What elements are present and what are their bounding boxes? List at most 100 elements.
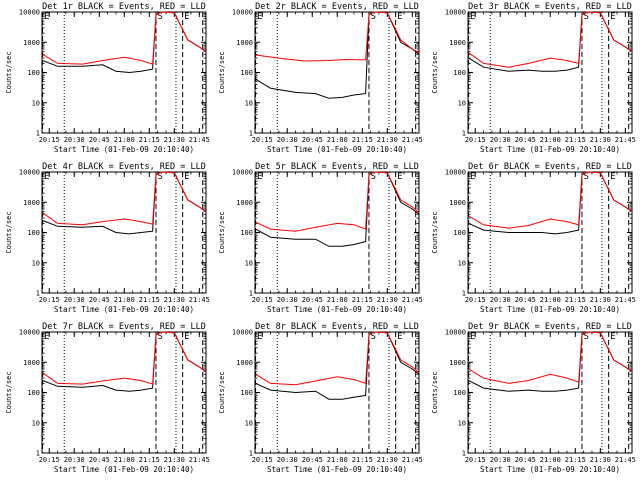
x-tick-label: 20:15 — [252, 296, 273, 304]
x-axis-label: Start Time (01-Feb-09 20:10:40) — [54, 145, 194, 154]
y-tick-label: 10000 — [19, 169, 40, 177]
y-axis-label: Counts/sec — [431, 371, 439, 413]
x-tick-label: 20:15 — [252, 136, 273, 144]
x-tick-label: 20:30 — [490, 136, 511, 144]
x-tick-label: 20:30 — [277, 456, 298, 464]
plot-frame — [467, 171, 633, 294]
y-axis-label: Counts/sec — [218, 211, 226, 253]
x-tick-label: 21:15 — [352, 456, 373, 464]
plot-frame — [467, 331, 633, 454]
x-tick-label: 20:30 — [277, 136, 298, 144]
detector-panel-4: Det 4r BLACK = Events, RED = LLD 1 10 100 10… — [0, 160, 213, 320]
x-tick-label: 21:00 — [327, 456, 348, 464]
x-tick-label: 21:00 — [114, 296, 135, 304]
plot-frame — [254, 11, 420, 134]
x-axis-label: Start Time (01-Feb-09 20:10:40) — [480, 465, 620, 474]
x-axis-label: Start Time (01-Feb-09 20:10:40) — [480, 305, 620, 314]
x-axis-label: Start Time (01-Feb-09 20:10:40) — [54, 305, 194, 314]
plot-frame — [41, 171, 207, 294]
y-tick-label: 10 — [32, 419, 40, 427]
plot-frame — [41, 11, 207, 134]
x-tick-label: 20:15 — [465, 456, 486, 464]
y-tick-label: 1 — [462, 450, 466, 458]
x-tick-label: 21:00 — [540, 136, 561, 144]
y-tick-label: 10 — [458, 99, 466, 107]
x-tick-label: 21:00 — [540, 456, 561, 464]
plot-frame — [254, 171, 420, 294]
marker-label: E — [470, 12, 475, 22]
y-tick-label: 1 — [462, 130, 466, 138]
x-tick-label: 21:45 — [615, 136, 636, 144]
x-tick-label: 20:15 — [39, 136, 60, 144]
y-tick-label: 1 — [36, 450, 40, 458]
y-tick-label: 100 — [453, 229, 466, 237]
detector-panel-7: Det 7r BLACK = Events, RED = LLD 1 10 100 10… — [0, 320, 213, 480]
series-lld-line — [255, 331, 420, 386]
x-tick-label: 21:15 — [352, 136, 373, 144]
marker-label: E — [470, 332, 475, 342]
y-tick-label: 10 — [32, 259, 40, 267]
y-tick-label: 1000 — [236, 199, 253, 207]
detector-panel-5: Det 5r BLACK = Events, RED = LLD 1 10 100 10… — [213, 160, 426, 320]
x-tick-label: 20:30 — [277, 296, 298, 304]
marker-label: S — [157, 172, 162, 182]
x-tick-label: 21:15 — [139, 136, 160, 144]
y-axis-label: Counts/sec — [5, 51, 13, 93]
x-tick-label: 21:15 — [565, 136, 586, 144]
marker-label: E — [470, 172, 475, 182]
x-axis-label: Start Time (01-Feb-09 20:10:40) — [480, 145, 620, 154]
marker-label: E — [610, 332, 615, 342]
series-events-line — [468, 171, 633, 235]
y-tick-label: 10000 — [445, 329, 466, 337]
x-tick-label: 21:00 — [540, 296, 561, 304]
x-tick-label: 21:30 — [590, 296, 611, 304]
marker-label: E — [257, 172, 262, 182]
y-tick-label: 1000 — [236, 359, 253, 367]
x-tick-label: 20:30 — [64, 296, 85, 304]
marker-label: E — [610, 12, 615, 22]
marker-label: S — [583, 172, 588, 182]
x-tick-label: 21:15 — [565, 296, 586, 304]
y-axis-label: Counts/sec — [218, 371, 226, 413]
series-lld-line — [42, 331, 207, 385]
panel-plot: Det 5r BLACK = Events, RED = LLD 1 10 100 10… — [218, 162, 423, 314]
y-tick-label: 10 — [32, 99, 40, 107]
detector-panel-2: Det 2r BLACK = Events, RED = LLD 1 10 100 10… — [213, 0, 426, 160]
x-tick-label: 21:15 — [565, 456, 586, 464]
x-tick-label: 21:45 — [402, 456, 423, 464]
y-tick-label: 1000 — [449, 199, 466, 207]
x-tick-label: 21:45 — [189, 296, 210, 304]
x-tick-label: 21:30 — [590, 456, 611, 464]
y-axis-label: Counts/sec — [218, 51, 226, 93]
marker-label: S — [157, 332, 162, 342]
marker-label: E — [397, 12, 402, 22]
panel-plot: Det 8r BLACK = Events, RED = LLD 1 10 100 10… — [218, 322, 423, 474]
y-tick-label: 100 — [240, 389, 253, 397]
marker-label: E — [184, 12, 189, 22]
x-axis-label: Start Time (01-Feb-09 20:10:40) — [54, 465, 194, 474]
series-lld-line — [255, 11, 420, 62]
detector-panel-9: Det 9r BLACK = Events, RED = LLD 1 10 100 10… — [426, 320, 639, 480]
y-tick-label: 10000 — [232, 169, 253, 177]
x-tick-label: 21:00 — [327, 296, 348, 304]
series-events-line — [42, 171, 207, 235]
panel-title: Det 7r BLACK = Events, RED = LLD — [42, 322, 206, 332]
y-tick-label: 10000 — [232, 329, 253, 337]
y-tick-label: 100 — [453, 389, 466, 397]
y-tick-label: 10 — [245, 259, 253, 267]
panel-plot: Det 2r BLACK = Events, RED = LLD 1 10 100 10… — [218, 2, 423, 154]
y-tick-label: 1 — [462, 290, 466, 298]
series-lld-line — [42, 11, 207, 65]
plot-frame — [41, 331, 207, 454]
x-tick-label: 20:15 — [465, 296, 486, 304]
series-lld-line — [255, 171, 420, 232]
panel-plot: Det 9r BLACK = Events, RED = LLD 1 10 100 10… — [431, 322, 636, 474]
x-tick-label: 20:45 — [515, 296, 536, 304]
marker-label: E — [257, 332, 262, 342]
x-tick-label: 21:30 — [164, 296, 185, 304]
detector-panel-1: Det 1r BLACK = Events, RED = LLD 1 10 100 10… — [0, 0, 213, 160]
series-lld-line — [42, 171, 207, 226]
x-tick-label: 20:45 — [302, 296, 323, 304]
y-tick-label: 100 — [240, 229, 253, 237]
